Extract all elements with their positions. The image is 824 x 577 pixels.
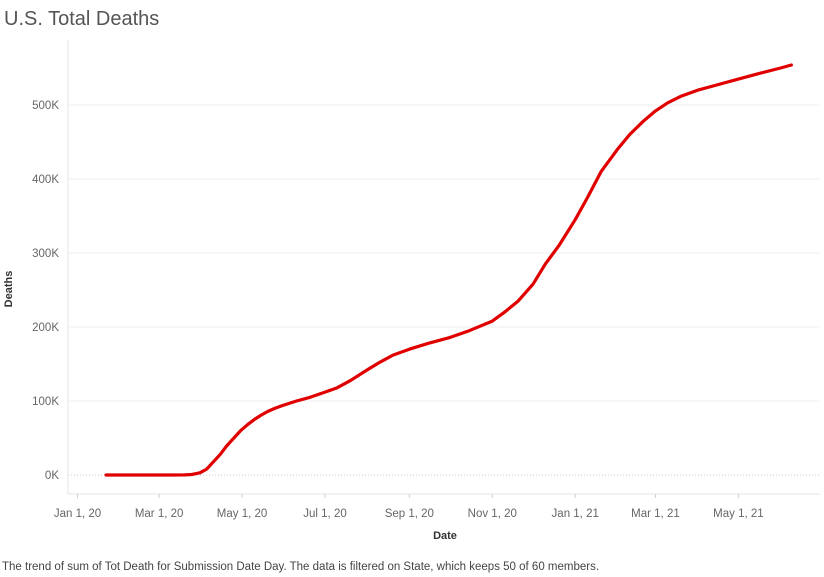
chart-title: U.S. Total Deaths: [4, 8, 160, 30]
y-tick-label: 300K: [32, 248, 59, 260]
x-tick-label: Mar 1, 21: [631, 508, 680, 520]
x-axis-label: Date: [433, 530, 457, 542]
x-tick-label: Jul 1, 20: [303, 508, 346, 520]
x-tick-label: Jan 1, 21: [552, 508, 599, 520]
y-tick-label: 400K: [32, 174, 59, 186]
axes: [67, 40, 820, 495]
series-line: [104, 63, 793, 477]
chart-caption: The trend of sum of Tot Death for Submis…: [2, 561, 600, 573]
x-tick-label: Nov 1, 20: [468, 508, 517, 520]
x-tick-label: May 1, 21: [713, 508, 764, 520]
gridlines: [68, 104, 820, 476]
x-axis-ticks: Jan 1, 20 Mar 1, 20 May 1, 20 Jul 1, 20 Sep …: [54, 494, 764, 520]
x-tick-label: Mar 1, 20: [135, 508, 184, 520]
x-tick-label: Jan 1, 20: [54, 508, 101, 520]
x-tick-label: May 1, 20: [217, 508, 268, 520]
y-tick-label: 500K: [32, 100, 59, 112]
y-tick-label: 200K: [32, 322, 59, 334]
y-tick-label: 0K: [45, 470, 59, 482]
y-tick-label: 100K: [32, 396, 59, 408]
y-axis-ticks: 0K 100K 200K 300K 400K 500K: [32, 100, 59, 482]
series-layer: [104, 63, 793, 477]
x-tick-label: Sep 1, 20: [385, 508, 434, 520]
